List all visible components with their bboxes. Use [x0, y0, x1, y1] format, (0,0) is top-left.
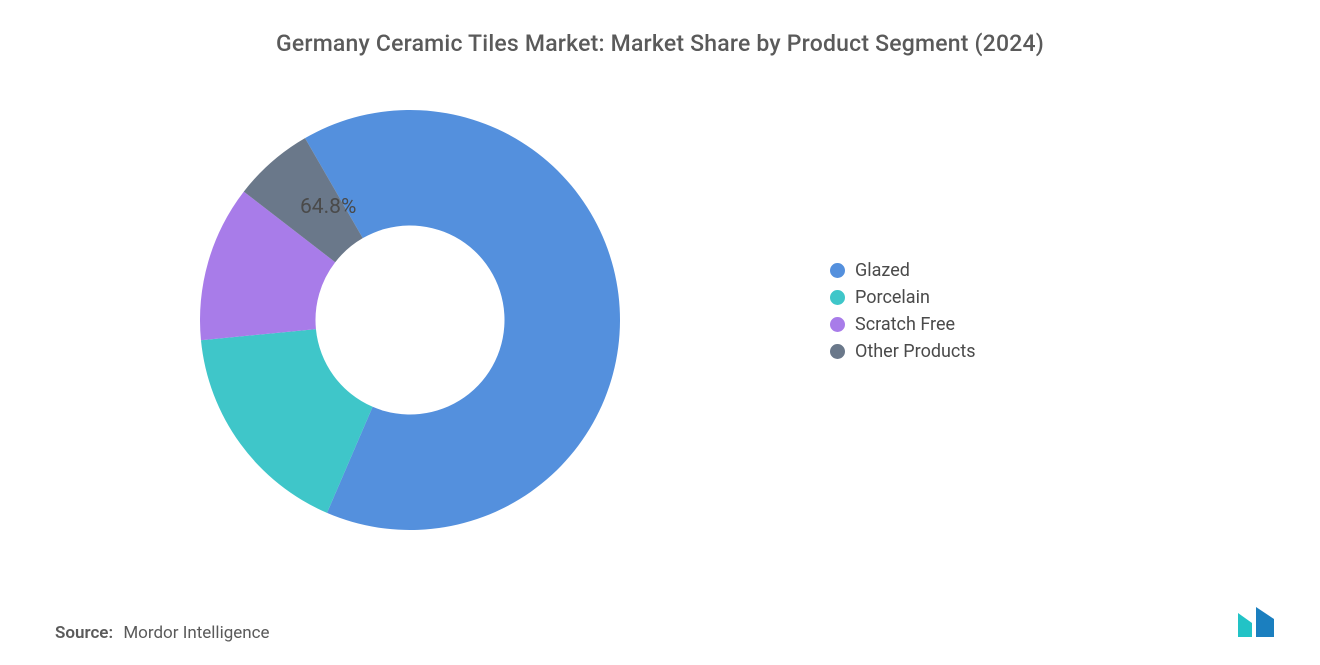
- legend-label: Scratch Free: [855, 314, 955, 335]
- legend: Glazed Porcelain Scratch Free Other Product…: [830, 260, 976, 362]
- slice-glazed: [305, 110, 620, 530]
- data-label-glazed: 64.8%: [300, 195, 356, 219]
- legend-item-other-products: Other Products: [830, 341, 976, 362]
- source-label: Source:: [55, 623, 113, 643]
- legend-item-glazed: Glazed: [830, 260, 976, 281]
- source-line: Source: Mordor Intelligence: [55, 623, 270, 643]
- legend-item-porcelain: Porcelain: [830, 287, 976, 308]
- chart-container: Germany Ceramic Tiles Market: Market Sha…: [0, 0, 1320, 665]
- legend-item-scratch-free: Scratch Free: [830, 314, 976, 335]
- donut-chart: 64.8%: [200, 110, 620, 530]
- brand-logo-icon: [1236, 603, 1278, 639]
- donut-svg: [200, 110, 620, 530]
- legend-marker: [830, 344, 845, 359]
- legend-label: Glazed: [855, 260, 910, 281]
- legend-marker: [830, 290, 845, 305]
- source-value: Mordor Intelligence: [123, 623, 269, 643]
- brand-logo: [1236, 603, 1278, 643]
- legend-label: Other Products: [855, 341, 976, 362]
- legend-label: Porcelain: [855, 287, 930, 308]
- legend-marker: [830, 263, 845, 278]
- chart-title: Germany Ceramic Tiles Market: Market Sha…: [0, 30, 1320, 57]
- legend-marker: [830, 317, 845, 332]
